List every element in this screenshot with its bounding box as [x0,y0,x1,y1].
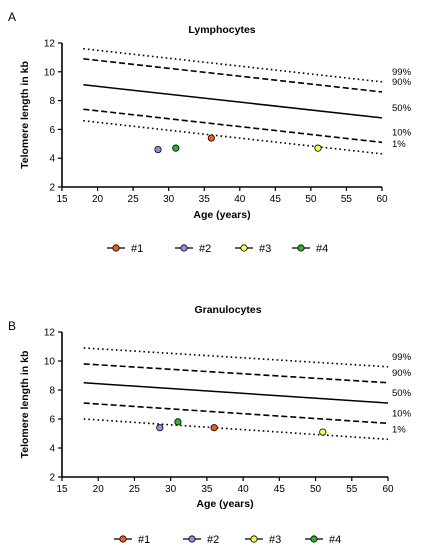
chart-panel-a: A Lymphocytes 2 4 6 8 10 12 15 20 25 30 35 40 45 50 55 60… [8,10,412,255]
x-tick-label: 30 [163,194,175,205]
percentile-line-90 [83,58,383,93]
data-point-p4 [174,418,182,426]
panel-label: B [8,319,16,333]
x-tick-label: 15 [56,484,68,495]
x-tick-label: 25 [129,484,141,495]
legend: #1 #2 #3 #4 [114,534,341,546]
y-tick-label: 2 [49,473,55,484]
x-tick-label: 45 [274,484,286,495]
y-tick-label: 12 [44,39,56,50]
x-tick-label: 40 [238,484,250,495]
x-tick-label: 35 [201,484,213,495]
x-axis-label: Age (years) [193,209,250,221]
x-tick-label: 35 [199,194,211,205]
y-tick-label: 8 [49,386,55,397]
legend-marker [240,244,248,252]
legend-marker [297,244,305,252]
y-tick-label: 6 [49,125,55,136]
y-tick-label: 10 [44,67,56,78]
legend-label: #3 [259,243,271,255]
percentile-label: 90% [392,368,412,379]
data-point-p2 [154,145,162,154]
chart-panel-b: B Granulocytes 2 4 6 8 10 12 15 20 25 30 35 40 45 50 55 6… [8,304,412,546]
percentile-label: 1% [392,139,406,150]
x-tick-label: 60 [376,194,388,205]
percentile-label: 50% [392,103,412,114]
legend-label: #1 [131,243,143,255]
percentile-line-10 [83,402,389,425]
y-axis-label: Telomere length in kb [19,61,31,169]
percentile-line-1 [83,418,389,441]
legend-label: #2 [207,534,219,546]
x-tick-label: 60 [382,484,394,495]
chart-title: Lymphocytes [188,24,255,36]
y-tick-label: 8 [49,96,55,107]
percentile-label: 99% [392,67,412,78]
x-tick-label: 55 [346,484,358,495]
percentile-line-50 [83,84,383,119]
y-tick-label: 6 [49,415,55,426]
percentile-line-99 [83,47,383,83]
percentile-label: 50% [392,388,412,399]
x-tick-label: 40 [234,194,246,205]
y-tick-label: 10 [44,357,56,368]
legend-marker [188,535,196,543]
percentile-line-90 [83,363,389,384]
legend-marker [119,535,127,543]
legend-label: #1 [138,534,150,546]
legend-label: #4 [329,534,341,546]
percentile-line-10 [83,108,383,144]
x-tick-label: 25 [128,194,140,205]
legend-marker [112,244,120,252]
x-tick-label: 45 [270,194,282,205]
percentile-label: 10% [392,127,412,138]
x-tick-label: 55 [341,194,353,205]
panel-label: A [8,10,16,24]
data-point-p1 [210,424,218,432]
legend-marker [250,535,258,543]
percentile-line-99 [83,347,389,368]
legend-label: #4 [316,243,328,255]
data-point-p1 [207,134,215,142]
legend-label: #3 [269,534,281,546]
x-tick-label: 30 [165,484,177,495]
percentile-label: 1% [392,424,406,435]
x-tick-label: 50 [305,194,317,205]
y-tick-label: 12 [44,328,56,339]
x-tick-label: 20 [92,194,104,205]
x-tick-label: 20 [93,484,105,495]
y-axis-label: Telomere length in kb [19,351,31,459]
chart-title: Granulocytes [194,304,261,316]
percentile-label: 99% [392,352,412,363]
y-tick-label: 2 [49,183,55,194]
data-point-p3 [319,428,327,436]
x-axis-label: Age (years) [196,498,253,510]
percentile-label: 10% [392,408,412,419]
y-tick-label: 4 [49,154,55,165]
legend-label: #2 [199,243,211,255]
percentile-line-50 [83,382,389,404]
x-tick-label: 50 [310,484,322,495]
legend-marker [180,244,188,252]
x-tick-label: 15 [56,194,68,205]
percentile-label: 90% [392,77,412,88]
legend-marker [310,535,318,543]
y-tick-label: 4 [49,444,55,455]
data-point-p3 [314,144,322,152]
legend: #1 #2 #3 #4 [107,243,328,255]
data-point-p2 [156,424,164,432]
data-point-p4 [172,144,180,152]
